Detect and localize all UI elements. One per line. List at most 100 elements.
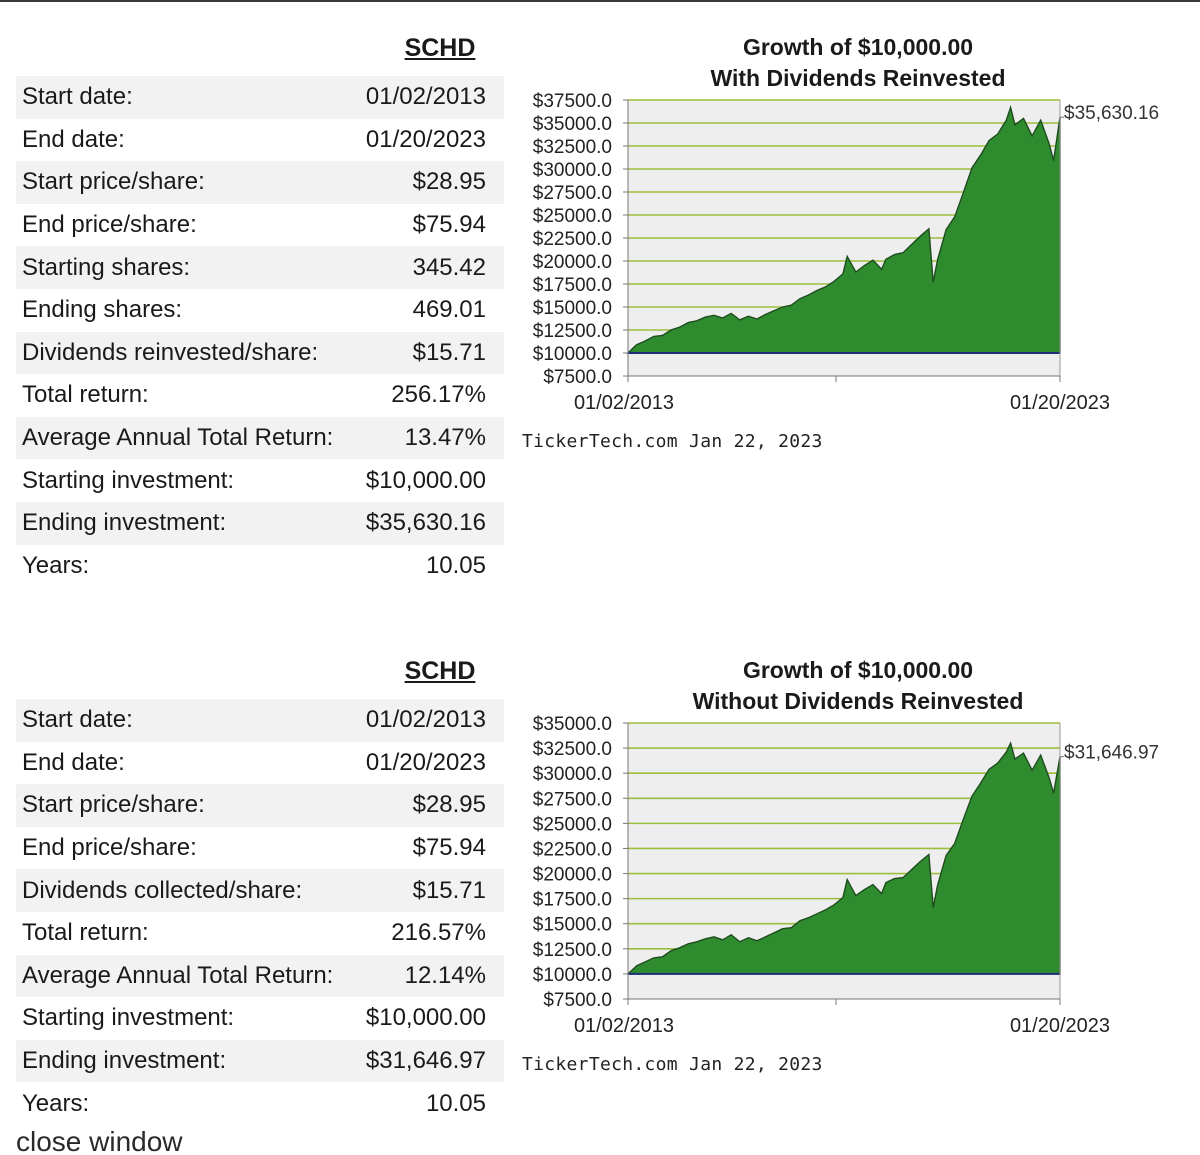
y-tick-label: $12500.0 <box>533 940 612 961</box>
stat-label: Years: <box>22 1089 90 1117</box>
y-tick-label: $17500.0 <box>533 890 612 911</box>
stat-label: Dividends collected/share: <box>22 876 303 904</box>
stat-value: 13.47% <box>404 424 486 452</box>
stat-label: End date: <box>22 125 125 153</box>
stat-value: $28.95 <box>412 168 486 196</box>
stats-table: Start date: 01/02/2013 End date: 01/20/2023… <box>16 76 504 587</box>
stat-label: Start price/share: <box>22 791 205 819</box>
stat-label: Ending investment: <box>22 1047 227 1075</box>
stat-row: Total return: 216.57% <box>16 912 504 955</box>
y-tick-label: $20000.0 <box>533 865 612 886</box>
top-border <box>0 0 1200 2</box>
stat-row: Starting investment: $10,000.00 <box>16 459 504 502</box>
stat-row: End price/share: $75.94 <box>16 827 504 870</box>
y-tick-label: $10000.0 <box>533 965 612 986</box>
stat-label: Starting investment: <box>22 466 235 494</box>
stat-row: Ending investment: $35,630.16 <box>16 501 504 545</box>
stat-value: 01/02/2013 <box>365 706 486 734</box>
stat-label: Start date: <box>22 83 133 111</box>
stat-label: Start price/share: <box>22 168 205 196</box>
stat-value: 345.42 <box>412 253 486 281</box>
stat-label: Starting shares: <box>22 253 191 281</box>
stat-row: Dividends collected/share: $15.71 <box>16 869 504 912</box>
x-tick-label: 01/20/2023 <box>1010 392 1110 414</box>
chart-credit: TickerTech.com Jan 22, 2023 <box>522 431 823 452</box>
stat-value: 10.05 <box>425 551 486 579</box>
stat-label: End price/share: <box>22 834 197 862</box>
stat-label: End price/share: <box>22 211 197 239</box>
y-tick-label: $20000.0 <box>533 252 612 273</box>
stat-value: $15.71 <box>412 876 486 904</box>
stat-label: Starting investment: <box>22 1004 235 1032</box>
stat-value: 01/20/2023 <box>365 125 486 153</box>
y-tick-label: $35000.0 <box>533 114 612 135</box>
y-tick-label: $17500.0 <box>533 275 612 296</box>
chart-credit: TickerTech.com Jan 22, 2023 <box>522 1054 823 1075</box>
stats-table: Start date: 01/02/2013 End date: 01/20/2023… <box>16 699 504 1125</box>
x-tick-label: 01/20/2023 <box>1010 1015 1110 1037</box>
growth-chart-svg: $35000.0 $32500.0 $30000.0 $27500.0 $25000.0… <box>533 714 1159 1037</box>
y-tick-label: $35000.0 <box>533 714 612 735</box>
stat-row: Dividends reinvested/share: $15.71 <box>16 331 504 375</box>
stat-label: End date: <box>22 748 125 776</box>
y-tick-label: $10000.0 <box>533 344 612 365</box>
stat-label: Ending shares: <box>22 296 183 324</box>
growth-chart-svg: $37500.0$35000.0$32500.0$30000.0$27500.0… <box>533 91 1159 414</box>
y-tick-label: $30000.0 <box>533 160 612 181</box>
stat-value: $35,630.16 <box>365 509 486 537</box>
stat-row: Years: 10.05 <box>16 1082 504 1125</box>
y-tick-label: $15000.0 <box>533 298 612 319</box>
stat-label: Average Annual Total Return: <box>22 424 334 452</box>
ticker-heading: SCHD <box>404 34 476 62</box>
y-tick-label: $25000.0 <box>533 206 612 227</box>
stat-row: Starting shares: 345.42 <box>16 246 504 289</box>
chart-subtitle-line: With Dividends Reinvested <box>710 65 1006 91</box>
stat-label: Total return: <box>22 919 149 947</box>
stat-value: $28.95 <box>412 791 486 819</box>
stat-row: Average Annual Total Return: 13.47% <box>16 416 504 460</box>
stat-value: $75.94 <box>412 834 486 862</box>
stat-value: 12.14% <box>404 961 486 989</box>
stat-row: Ending shares: 469.01 <box>16 289 504 332</box>
y-tick-label: $7500.0 <box>543 990 612 1011</box>
y-tick-label: $22500.0 <box>533 839 612 860</box>
chart-subtitle-line: Without Dividends Reinvested <box>692 688 1024 714</box>
stat-value: $10,000.00 <box>365 466 486 494</box>
stat-value: $75.94 <box>412 211 486 239</box>
stat-row: Start date: 01/02/2013 <box>16 76 504 119</box>
y-tick-label: $25000.0 <box>533 814 612 835</box>
stat-row: End date: 01/20/2023 <box>16 742 504 785</box>
chart-title: Growth of $10,000.00 Without Dividends R… <box>590 655 1126 717</box>
growth-area <box>626 104 1061 354</box>
stat-value: 01/02/2013 <box>365 83 486 111</box>
x-tick-label: 01/02/2013 <box>574 392 674 414</box>
stat-value: 256.17% <box>391 381 486 409</box>
stat-label: Start date: <box>22 706 133 734</box>
chart-title-line: Growth of $10,000.00 <box>742 34 974 60</box>
x-tick-label: 01/02/2013 <box>574 1015 674 1037</box>
stat-row: Start price/share: $28.95 <box>16 784 504 827</box>
stat-label: Dividends reinvested/share: <box>22 338 319 366</box>
stat-row: End price/share: $75.94 <box>16 204 504 247</box>
y-tick-label: $27500.0 <box>533 183 612 204</box>
y-tick-label: $12500.0 <box>533 321 612 342</box>
end-value-label: $35,630.16 <box>1064 103 1159 124</box>
chart-title: Growth of $10,000.00 With Dividends Rein… <box>590 32 1126 94</box>
close-window-link[interactable]: close window <box>16 1126 183 1155</box>
stat-label: Total return: <box>22 381 149 409</box>
stat-value: 01/20/2023 <box>365 748 486 776</box>
stat-row: End date: 01/20/2023 <box>16 119 504 162</box>
stat-row: Starting investment: $10,000.00 <box>16 997 504 1040</box>
stat-row: Average Annual Total Return: 12.14% <box>16 954 504 998</box>
stat-value: $31,646.97 <box>365 1047 486 1075</box>
stat-value: 469.01 <box>412 296 486 324</box>
y-tick-label: $27500.0 <box>533 789 612 810</box>
y-tick-label: $15000.0 <box>533 915 612 936</box>
y-tick-label: $32500.0 <box>533 137 612 158</box>
stat-row: Start price/share: $28.95 <box>16 161 504 204</box>
end-value-label: $31,646.97 <box>1064 743 1159 764</box>
y-tick-label: $22500.0 <box>533 229 612 250</box>
stat-value: $15.71 <box>412 338 486 366</box>
y-tick-label: $30000.0 <box>533 764 612 785</box>
stat-value: 10.05 <box>425 1089 486 1117</box>
